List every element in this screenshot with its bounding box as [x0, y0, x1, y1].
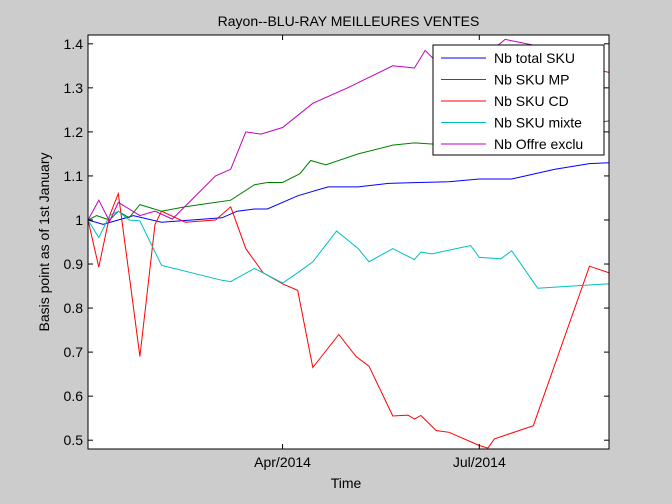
chart-title: Rayon--BLU-RAY MEILLEURES VENTES [218, 13, 480, 29]
y-tick-label: 0.7 [64, 344, 84, 360]
y-tick-label: 1 [75, 212, 83, 228]
x-axis-label: Time [331, 475, 362, 491]
x-tick-label: Apr/2014 [254, 454, 311, 470]
legend: Nb total SKU Nb SKU MP Nb SKU CD Nb SKU mix… [432, 44, 605, 156]
series-line-4 [88, 210, 609, 289]
legend-label-2: Nb SKU MP [494, 72, 569, 88]
y-tick-label: 0.6 [64, 388, 84, 404]
legend-label-5: Nb Offre exclu [494, 136, 583, 152]
y-tick-label: 1.4 [64, 36, 84, 52]
series-line-1 [88, 162, 609, 225]
legend-label-3: Nb SKU CD [494, 93, 569, 109]
y-tick-label: 0.5 [64, 432, 84, 448]
series-line-2 [88, 120, 609, 221]
tick-layer: 0.5 0.6 0.7 0.8 0.9 1 1.1 1.2 1.3 1.4 Apr/2014 Jul/… [64, 35, 609, 470]
y-tick-label: 1.2 [64, 124, 84, 140]
legend-label-1: Nb total SKU [494, 50, 575, 66]
y-tick-label: 1.1 [64, 168, 84, 184]
y-tick-label: 0.9 [64, 256, 84, 272]
legend-label-4: Nb SKU mixte [494, 115, 582, 131]
y-axis-label: Basis point as of 1st January [36, 153, 52, 332]
y-tick-label: 1.3 [64, 80, 84, 96]
plot-frame [87, 34, 610, 450]
x-tick-label: Jul/2014 [453, 454, 506, 470]
legend-box [432, 44, 605, 156]
y-tick-label: 0.8 [64, 300, 84, 316]
